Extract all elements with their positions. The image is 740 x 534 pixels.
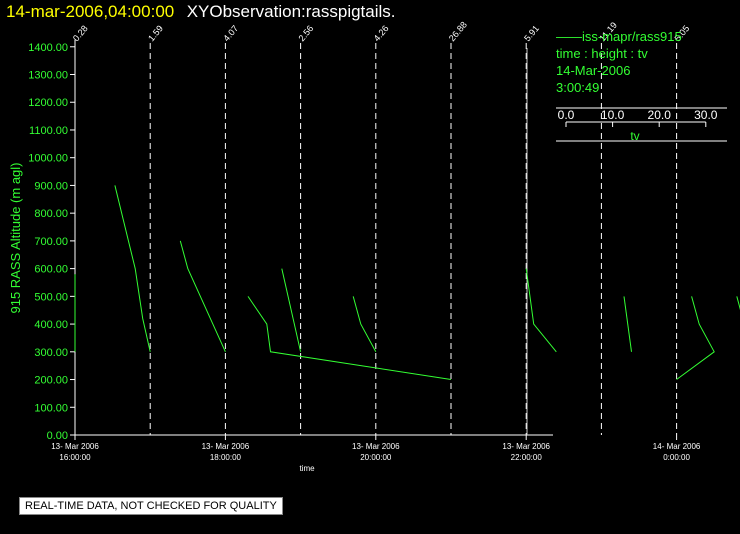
- quality-disclaimer: REAL-TIME DATA, NOT CHECKED FOR QUALITY: [19, 497, 283, 515]
- x-tick-date: 13- Mar 2006: [51, 442, 99, 451]
- legend-series-label: iss-mapr/rass915: [582, 29, 682, 44]
- axes-group: 0.00 100.00 200.00 300.00 400.00 500.00 600.00…: [8, 40, 701, 473]
- y-tick-label: 1400.00: [28, 42, 68, 54]
- y-tick-label: 100.00: [34, 402, 68, 414]
- y-tick-label: 600.00: [34, 264, 68, 276]
- legend-time: 3:00:49: [556, 80, 600, 95]
- y-tick-label: 400.00: [34, 319, 68, 331]
- legend-series-row: ——iss-mapr/rass915: [556, 28, 682, 45]
- y-tick-label: 300.00: [34, 347, 68, 359]
- profile-label: 2.56: [296, 23, 315, 43]
- x-axis-title: time: [299, 464, 315, 473]
- series-segment: [114, 185, 151, 352]
- x-tick-date: 13- Mar 2006: [202, 442, 250, 451]
- x-tick-time: 16:00:00: [59, 453, 91, 462]
- y-tick-label: 700.00: [34, 236, 68, 248]
- legend-line-icon: ——: [556, 29, 582, 44]
- legend-scale-label: tv: [630, 129, 639, 143]
- series-segment: [247, 296, 452, 380]
- chart-header: 14-mar-2006,04:00:00 XYObservation:rassp…: [6, 2, 396, 22]
- y-tick-label: 500.00: [34, 291, 68, 303]
- x-tick-date: 14- Mar 2006: [653, 442, 701, 451]
- profile-label: 26.88: [447, 20, 469, 44]
- x-tick-date: 13- Mar 2006: [502, 442, 550, 451]
- legend-scale-tick-label: 30.0: [694, 108, 718, 122]
- legend-variables: time : height : tv: [556, 46, 648, 61]
- x-tick-time: 20:00:00: [360, 453, 392, 462]
- series-segment: [352, 296, 377, 353]
- x-tick-time: 18:00:00: [210, 453, 242, 462]
- legend: ——iss-mapr/rass915 time : height : tv 14…: [556, 28, 682, 96]
- profile-label: 4.26: [372, 23, 391, 43]
- x-tick-time: 0:00:00: [663, 453, 690, 462]
- x-tick-time: 22:00:00: [511, 453, 543, 462]
- y-tick-label: 800.00: [34, 208, 68, 220]
- x-tick-date: 13- Mar 2006: [352, 442, 400, 451]
- y-tick-label: 1300.00: [28, 70, 68, 82]
- series-segment: [179, 240, 226, 353]
- series-segment: [623, 296, 632, 352]
- series-segment: [525, 268, 557, 353]
- y-tick-label: 0.00: [47, 430, 68, 442]
- y-tick-label: 1000.00: [28, 153, 68, 165]
- profile-label: 5.91: [522, 23, 541, 43]
- profile-label: 0.28: [71, 23, 90, 43]
- y-tick-label: 200.00: [34, 375, 68, 387]
- series-segment: [736, 296, 740, 311]
- header-timestamp: 14-mar-2006,04:00:00: [6, 2, 175, 21]
- legend-date: 14-Mar-2006: [556, 63, 631, 78]
- series-segment: [676, 296, 715, 380]
- header-title: XYObservation:rasspigtails.: [186, 2, 396, 21]
- series-group: [74, 185, 740, 380]
- profile-label: 1.59: [146, 23, 165, 43]
- y-tick-label: 900.00: [34, 180, 68, 192]
- y-axis-title: 915 RASS Altitude (m agl): [8, 162, 23, 313]
- legend-scale-tick-label: 20.0: [648, 108, 672, 122]
- legend-scale-tick-label: 0.0: [558, 108, 575, 122]
- legend-scale-tick-label: 10.0: [601, 108, 625, 122]
- y-tick-label: 1200.00: [28, 97, 68, 109]
- legend-scale-group: 0.0 10.0 20.0 30.0 tv: [556, 107, 727, 143]
- y-tick-label: 1100.00: [29, 125, 68, 137]
- profile-label: 4.07: [221, 23, 240, 43]
- series-segment: [281, 268, 302, 352]
